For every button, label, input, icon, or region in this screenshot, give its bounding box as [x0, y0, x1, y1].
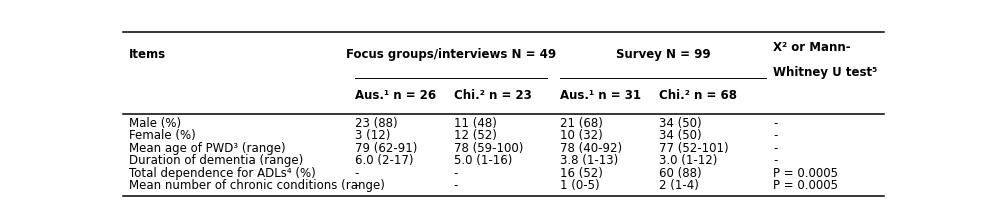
Text: 10 (32): 10 (32)	[561, 129, 603, 142]
Text: Male (%): Male (%)	[129, 117, 181, 130]
Text: 16 (52): 16 (52)	[561, 167, 603, 180]
Text: 3 (12): 3 (12)	[355, 129, 390, 142]
Text: Items: Items	[129, 48, 166, 61]
Text: -: -	[774, 142, 778, 155]
Text: -: -	[454, 179, 459, 192]
Text: -: -	[355, 167, 359, 180]
Text: P = 0.0005: P = 0.0005	[774, 167, 839, 180]
Text: Chi.² n = 68: Chi.² n = 68	[659, 89, 737, 102]
Text: Chi.² n = 23: Chi.² n = 23	[454, 89, 531, 102]
Text: 3.0 (1-12): 3.0 (1-12)	[659, 154, 718, 167]
Text: 2 (1-4): 2 (1-4)	[659, 179, 699, 192]
Text: 78 (59-100): 78 (59-100)	[454, 142, 523, 155]
Text: 78 (40-92): 78 (40-92)	[561, 142, 623, 155]
Text: Whitney U test⁵: Whitney U test⁵	[774, 66, 878, 79]
Text: 60 (88): 60 (88)	[659, 167, 702, 180]
Text: Aus.¹ n = 26: Aus.¹ n = 26	[355, 89, 436, 102]
Text: X² or Mann-: X² or Mann-	[774, 41, 851, 54]
Text: -: -	[774, 117, 778, 130]
Text: Survey N = 99: Survey N = 99	[616, 48, 710, 61]
Text: Female (%): Female (%)	[129, 129, 195, 142]
Text: Mean number of chronic conditions (range): Mean number of chronic conditions (range…	[129, 179, 385, 192]
Text: -: -	[454, 167, 459, 180]
Text: 34 (50): 34 (50)	[659, 129, 702, 142]
Text: P = 0.0005: P = 0.0005	[774, 179, 839, 192]
Text: 12 (52): 12 (52)	[454, 129, 497, 142]
Text: -: -	[774, 154, 778, 167]
Text: -: -	[774, 129, 778, 142]
Text: 5.0 (1-16): 5.0 (1-16)	[454, 154, 513, 167]
Text: 21 (68): 21 (68)	[561, 117, 603, 130]
Text: 23 (88): 23 (88)	[355, 117, 398, 130]
Text: -: -	[355, 179, 359, 192]
Text: 77 (52-101): 77 (52-101)	[659, 142, 729, 155]
Text: 1 (0-5): 1 (0-5)	[561, 179, 600, 192]
Text: Focus groups/interviews N = 49: Focus groups/interviews N = 49	[346, 48, 556, 61]
Text: Aus.¹ n = 31: Aus.¹ n = 31	[561, 89, 641, 102]
Text: 6.0 (2-17): 6.0 (2-17)	[355, 154, 413, 167]
Text: Duration of dementia (range): Duration of dementia (range)	[129, 154, 303, 167]
Text: Total dependence for ADLs⁴ (%): Total dependence for ADLs⁴ (%)	[129, 167, 315, 180]
Text: 11 (48): 11 (48)	[454, 117, 497, 130]
Text: 34 (50): 34 (50)	[659, 117, 702, 130]
Text: Mean age of PWD³ (range): Mean age of PWD³ (range)	[129, 142, 286, 155]
Text: 79 (62-91): 79 (62-91)	[355, 142, 417, 155]
Text: 3.8 (1-13): 3.8 (1-13)	[561, 154, 619, 167]
